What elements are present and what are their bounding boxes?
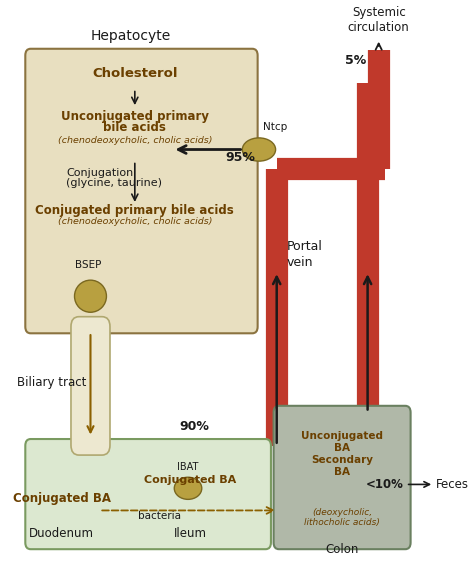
FancyBboxPatch shape: [25, 49, 258, 333]
Text: Systemic
circulation: Systemic circulation: [348, 6, 410, 34]
Ellipse shape: [242, 138, 275, 161]
Text: 90%: 90%: [180, 420, 210, 433]
Text: bacteria: bacteria: [138, 511, 181, 521]
FancyBboxPatch shape: [71, 317, 110, 455]
Text: Hepatocyte: Hepatocyte: [90, 29, 171, 43]
Text: (chenodeoxycholic, cholic acids): (chenodeoxycholic, cholic acids): [57, 136, 212, 144]
Text: Conjugated primary bile acids: Conjugated primary bile acids: [36, 204, 234, 217]
Text: Biliary tract: Biliary tract: [18, 375, 87, 388]
Text: bile acids: bile acids: [103, 121, 166, 134]
Text: Colon: Colon: [325, 543, 358, 556]
Text: Portal
vein: Portal vein: [287, 240, 323, 269]
Text: Unconjugated
BA
Secondary
BA: Unconjugated BA Secondary BA: [301, 431, 383, 477]
Text: Feces: Feces: [437, 478, 469, 491]
Text: 95%: 95%: [226, 151, 255, 164]
Text: <10%: <10%: [366, 478, 404, 491]
Text: Conjugation: Conjugation: [66, 168, 133, 178]
Ellipse shape: [74, 280, 107, 312]
Text: 5%: 5%: [345, 54, 366, 68]
Text: Conjugated BA: Conjugated BA: [144, 475, 237, 485]
Text: Cholesterol: Cholesterol: [92, 67, 178, 80]
Text: Unconjugated primary: Unconjugated primary: [61, 110, 209, 123]
FancyBboxPatch shape: [273, 406, 410, 549]
Text: IBAT: IBAT: [177, 462, 199, 472]
Text: (glycine, taurine): (glycine, taurine): [66, 178, 162, 188]
Text: (deoxycholic,
lithocholic acids): (deoxycholic, lithocholic acids): [304, 508, 380, 527]
Text: Duodenum: Duodenum: [29, 527, 94, 540]
Text: (chenodeoxycholic, cholic acids): (chenodeoxycholic, cholic acids): [57, 217, 212, 226]
Ellipse shape: [174, 477, 202, 499]
Text: BSEP: BSEP: [75, 260, 101, 270]
FancyBboxPatch shape: [25, 439, 271, 549]
Text: Ileum: Ileum: [174, 527, 207, 540]
Text: Ntcp: Ntcp: [263, 122, 287, 132]
Text: Conjugated BA: Conjugated BA: [13, 492, 110, 505]
